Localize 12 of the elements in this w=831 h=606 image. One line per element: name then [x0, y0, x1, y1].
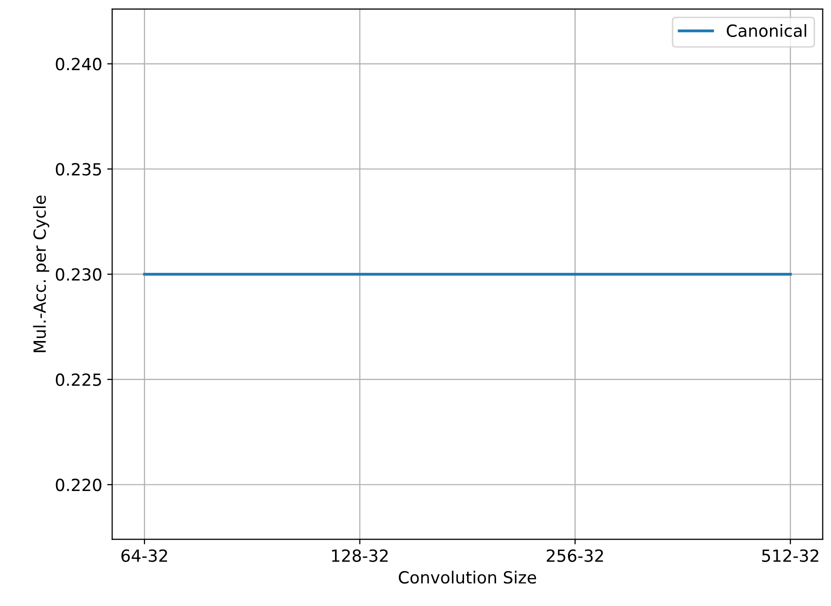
y-tick-label: 0.230	[56, 268, 102, 281]
x-tick-label: 512-32	[762, 549, 818, 562]
y-axis-title: Mul.-Acc. per Cycle	[33, 196, 50, 352]
y-tick-label: 0.235	[56, 162, 102, 176]
y-tick-label: 0.240	[56, 58, 102, 70]
x-axis-title: Convolution Size	[398, 570, 536, 584]
x-tick-label: 64-32	[121, 549, 168, 562]
x-tick-label: 128-32	[332, 549, 388, 562]
legend-label: Canonical	[726, 24, 806, 37]
y-tick-label: 0.220	[56, 478, 102, 492]
y-tick-label: 0.225	[56, 373, 102, 386]
x-tick-label: 256-32	[546, 549, 603, 562]
